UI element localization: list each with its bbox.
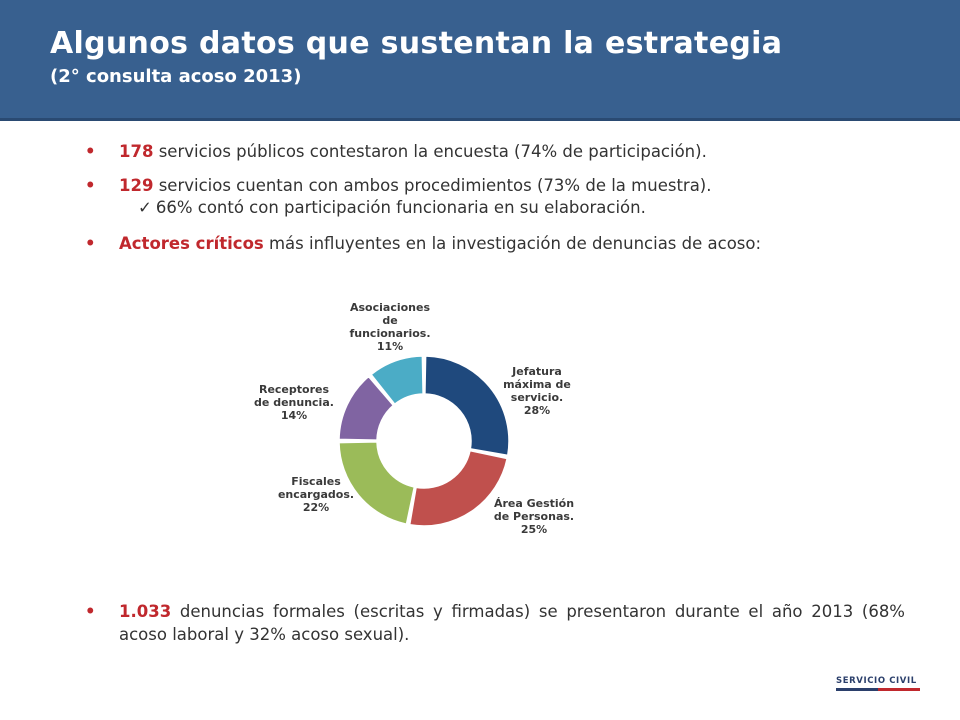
slice-label: Fiscales encargados. 22% — [278, 475, 354, 514]
page-title: Algunos datos que sustentan la estrategi… — [50, 26, 783, 61]
slice-label-line: encargados. — [278, 488, 354, 501]
slice-label-line: Fiscales — [291, 475, 341, 488]
slice-label-line: de denuncia. — [254, 396, 334, 409]
slice-label-line: 14% — [281, 409, 307, 422]
donut-slice — [370, 355, 424, 406]
check-icon: ✓ — [138, 198, 152, 217]
slice-label: Asociaciones de funcionarios. 11% — [349, 301, 430, 353]
donut-chart: Jefatura máxima de servicio. 28% Área Gestió… — [254, 301, 574, 536]
bullet-highlight: 178 — [119, 142, 154, 161]
slice-label-line: 11% — [377, 340, 403, 353]
bullet-dot-icon: • — [85, 176, 96, 195]
logo-bar — [836, 688, 920, 691]
bullet-highlight: 1.033 — [119, 602, 172, 621]
bullet-dot-icon: • — [85, 602, 96, 621]
slice-label-line: Área Gestión — [494, 497, 574, 510]
slice-label-line: servicio. — [511, 391, 563, 404]
slice-label-line: Jefatura — [511, 365, 562, 378]
slice-label-line: de — [382, 314, 397, 327]
slice-label-line: Asociaciones — [350, 301, 430, 314]
bullet-dot-icon: • — [85, 234, 96, 253]
slice-label-line: funcionarios. — [349, 327, 430, 340]
sub-bullet-text: 66% contó con participación funcionaria … — [155, 198, 646, 217]
donut-slice — [338, 375, 395, 441]
bullet-highlight: Actores críticos — [119, 234, 264, 253]
bullet-text: más influyentes en la investigación de d… — [263, 234, 762, 253]
slice-label: Área Gestión de Personas. 25% — [494, 497, 574, 536]
slice-label-line: de Personas. — [494, 510, 574, 523]
donut-slice — [408, 449, 509, 527]
bullet-highlight: 129 — [119, 176, 154, 195]
slice-label: Jefatura máxima de servicio. 28% — [503, 365, 571, 417]
servicio-civil-logo: SERVICIO CIVIL — [836, 676, 920, 691]
page-subtitle: (2° consulta acoso 2013) — [50, 66, 302, 87]
donut-slice — [338, 441, 416, 526]
bullet-text: servicios públicos contestaron la encues… — [153, 142, 707, 161]
bullet-item: • 1.033 denuncias formales (escritas y f… — [85, 600, 905, 650]
header-banner: Algunos datos que sustentan la estrategi… — [0, 0, 960, 121]
bullet-text: servicios cuentan con ambos procedimient… — [153, 176, 712, 195]
sub-bullet-item: ✓ 66% contó con participación funcionaria… — [138, 196, 646, 219]
donut-slice — [424, 355, 510, 457]
slice-label-line: Receptores — [259, 383, 329, 396]
slice-label-line: 25% — [521, 523, 547, 536]
slice-label-line: 22% — [303, 501, 329, 514]
bullet-dot-icon: • — [85, 142, 96, 161]
logo-text: SERVICIO CIVIL — [836, 676, 917, 686]
slice-label: Receptores de denuncia. 14% — [254, 383, 334, 422]
slice-label-line: máxima de — [503, 378, 571, 391]
slice-label-line: 28% — [524, 404, 550, 417]
bullet-text: denuncias formales (escritas y firmadas)… — [119, 602, 905, 644]
